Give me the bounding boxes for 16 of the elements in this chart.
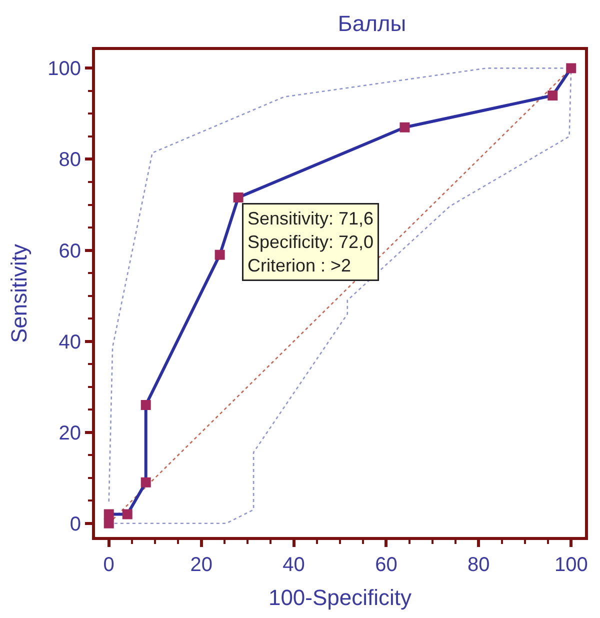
- chart-title: Баллы: [338, 10, 406, 36]
- y-axis-title: Sensitivity: [6, 244, 32, 344]
- y-tick-label: 0: [70, 513, 81, 536]
- x-tick-label: 60: [375, 554, 398, 576]
- x-tick-label: 40: [282, 554, 305, 576]
- y-tick-label: 100: [48, 58, 81, 80]
- x-tick-label: 100: [554, 554, 588, 576]
- x-tick-label: 0: [103, 554, 114, 576]
- y-tick-label: 60: [58, 240, 81, 262]
- y-tick-label: 20: [58, 422, 81, 444]
- y-tick-label: 40: [58, 331, 81, 354]
- x-tick-label: 20: [190, 554, 212, 576]
- y-tick-label: 80: [58, 149, 81, 172]
- x-tick-label: 80: [468, 554, 490, 576]
- annotation: Sensitivity: 71,6 Specificity: 72,0 Criterion : >2: [248, 208, 374, 276]
- x-axis-title: 100-Specificity: [268, 584, 412, 610]
